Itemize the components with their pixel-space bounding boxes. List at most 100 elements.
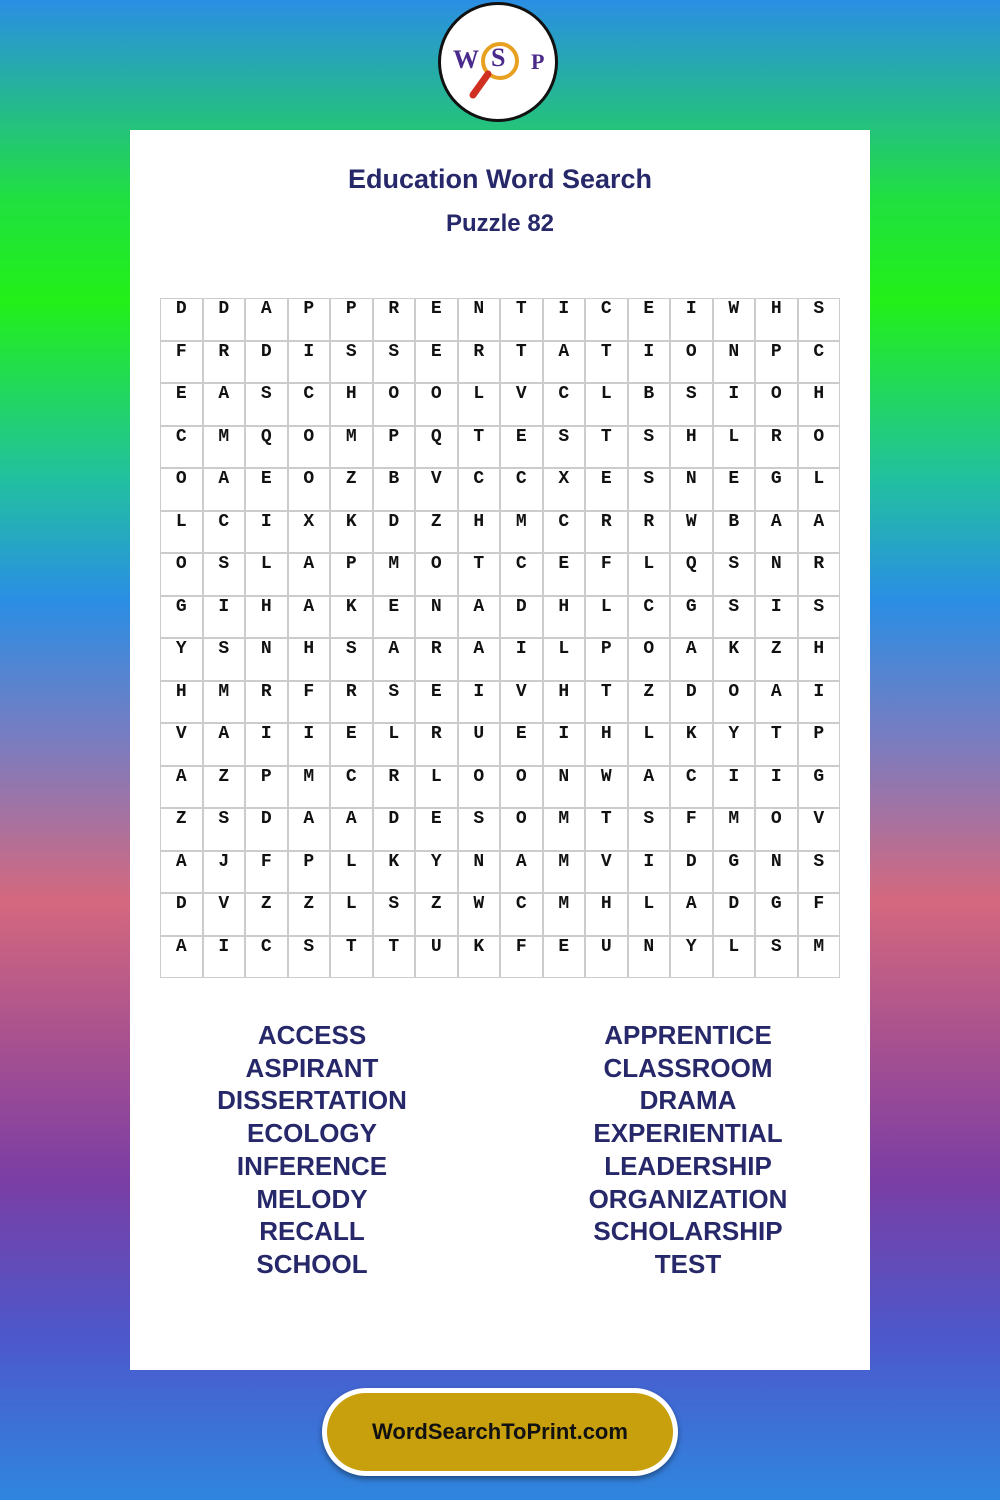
grid-letter: N: [457, 298, 500, 341]
grid-letter: M: [500, 510, 543, 553]
grid-letter: F: [245, 850, 288, 893]
grid-letter: A: [457, 638, 500, 681]
grid-letter: D: [712, 893, 755, 936]
grid-letter: J: [202, 850, 245, 893]
grid-letter: I: [245, 723, 288, 766]
grid-letter: W: [457, 893, 500, 936]
grid-letter: S: [797, 850, 840, 893]
grid-letter: D: [372, 808, 415, 851]
grid-letter: B: [712, 510, 755, 553]
grid-letter: A: [202, 468, 245, 511]
grid-letter: F: [670, 808, 713, 851]
grid-letter: I: [755, 765, 798, 808]
grid-letter: I: [712, 383, 755, 426]
grid-letter: L: [542, 638, 585, 681]
grid-letter: F: [797, 893, 840, 936]
grid-letter: D: [245, 340, 288, 383]
grid-letter: T: [500, 298, 543, 341]
grid-letter: L: [457, 383, 500, 426]
grid-letter: D: [245, 808, 288, 851]
grid-letter: E: [500, 723, 543, 766]
grid-letter: Z: [287, 893, 330, 936]
grid-letter: A: [542, 340, 585, 383]
site-button[interactable]: WordSearchToPrint.com: [322, 1388, 678, 1476]
word-item: RECALL: [259, 1216, 365, 1247]
grid-letter: H: [585, 723, 628, 766]
grid-letter: L: [585, 383, 628, 426]
grid-letter: A: [755, 510, 798, 553]
grid-letter: D: [160, 893, 203, 936]
grid-letter: D: [160, 298, 203, 341]
grid-letter: S: [372, 893, 415, 936]
grid-letter: Q: [670, 553, 713, 596]
grid-letter: T: [585, 425, 628, 468]
grid-letter: C: [330, 765, 373, 808]
grid-letter: G: [755, 893, 798, 936]
grid-letter: E: [330, 723, 373, 766]
grid-letter: A: [372, 638, 415, 681]
grid-letter: O: [755, 808, 798, 851]
grid-letter: E: [542, 553, 585, 596]
grid-letter: O: [712, 680, 755, 723]
grid-letter: S: [712, 595, 755, 638]
grid-letter: Q: [245, 425, 288, 468]
grid-letter: R: [755, 425, 798, 468]
grid-letter: P: [287, 298, 330, 341]
word-item: DRAMA: [639, 1085, 737, 1116]
grid-letter: H: [542, 595, 585, 638]
grid-letter: L: [627, 893, 670, 936]
grid-letter: S: [372, 340, 415, 383]
grid-letter: S: [202, 638, 245, 681]
grid-letter: C: [500, 893, 543, 936]
title: Education Word Search: [347, 164, 653, 194]
grid-letter: I: [755, 595, 798, 638]
grid-letter: Y: [712, 723, 755, 766]
grid-letter: V: [585, 850, 628, 893]
grid-letter: A: [287, 553, 330, 596]
grid-letter: E: [415, 340, 458, 383]
grid-letter: U: [585, 935, 628, 978]
grid-letter: P: [330, 298, 373, 341]
grid-letter: A: [287, 595, 330, 638]
grid-letter: O: [670, 340, 713, 383]
grid-letter: R: [797, 553, 840, 596]
grid-letter: C: [670, 765, 713, 808]
grid-letter: X: [542, 468, 585, 511]
grid-letter: H: [457, 510, 500, 553]
grid-letter: L: [627, 553, 670, 596]
grid-letter: S: [797, 595, 840, 638]
grid-letter: O: [415, 553, 458, 596]
grid-letter: T: [457, 553, 500, 596]
grid-letter: I: [500, 638, 543, 681]
grid-letter: S: [627, 808, 670, 851]
grid-letter: I: [457, 680, 500, 723]
grid-letter: M: [330, 425, 373, 468]
grid-letter: O: [287, 425, 330, 468]
grid-letter: I: [670, 298, 713, 341]
grid-letter: A: [670, 638, 713, 681]
grid-letter: E: [585, 468, 628, 511]
grid-letter: L: [415, 765, 458, 808]
grid-letter: H: [287, 638, 330, 681]
grid-letter: R: [372, 765, 415, 808]
grid-letter: A: [457, 595, 500, 638]
grid-letter: V: [797, 808, 840, 851]
grid-letter: M: [202, 680, 245, 723]
grid-letter: M: [542, 850, 585, 893]
grid-letter: Y: [160, 638, 203, 681]
grid-letter: F: [500, 935, 543, 978]
grid-letter: T: [585, 808, 628, 851]
grid-letter: A: [160, 850, 203, 893]
word-item: TEST: [654, 1248, 722, 1279]
grid-letter: O: [160, 553, 203, 596]
grid-letter: H: [160, 680, 203, 723]
grid-letter: E: [627, 298, 670, 341]
word-item: MELODY: [256, 1183, 368, 1214]
grid-letter: I: [797, 680, 840, 723]
grid-letter: A: [627, 765, 670, 808]
grid-letter: S: [287, 935, 330, 978]
grid-letter: S: [627, 468, 670, 511]
grid-letter: N: [245, 638, 288, 681]
grid-letter: A: [160, 935, 203, 978]
grid-letter: I: [712, 765, 755, 808]
